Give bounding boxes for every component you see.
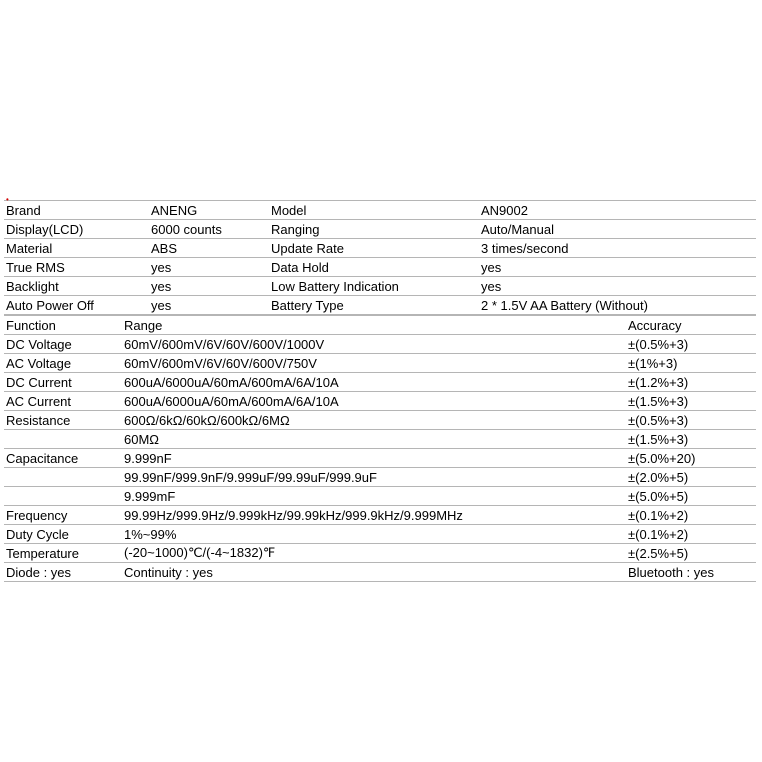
func: Temperature [4, 544, 122, 563]
accuracy: ±(5.0%+5) [626, 487, 756, 506]
range: 600uA/6000uA/60mA/600mA/6A/10A [122, 392, 626, 411]
table-row: MaterialABSUpdate Rate3 times/second [4, 239, 756, 258]
table-row: AC Voltage60mV/600mV/6V/60V/600V/750V±(1… [4, 354, 756, 373]
label: True RMS [4, 258, 149, 277]
value: yes [149, 258, 269, 277]
table-row: AC Current600uA/6000uA/60mA/600mA/6A/10A… [4, 392, 756, 411]
accuracy: ±(5.0%+20) [626, 449, 756, 468]
label: Update Rate [269, 239, 479, 258]
accuracy: ±(1.5%+3) [626, 430, 756, 449]
value: ANENG [149, 201, 269, 220]
label: Low Battery Indication [269, 277, 479, 296]
accuracy: ±(0.5%+3) [626, 411, 756, 430]
table-row: Capacitance9.999nF±(5.0%+20) [4, 449, 756, 468]
range: 9.999nF [122, 449, 626, 468]
table-row: True RMSyesData Holdyes [4, 258, 756, 277]
table-row: Frequency99.99Hz/999.9Hz/9.999kHz/99.99k… [4, 506, 756, 525]
label: Battery Type [269, 296, 479, 315]
value: AN9002 [479, 201, 756, 220]
func: AC Voltage [4, 354, 122, 373]
accuracy: ±(1%+3) [626, 354, 756, 373]
func: Resistance [4, 411, 122, 430]
value: Auto/Manual [479, 220, 756, 239]
footer-cell: Continuity : yes [122, 563, 626, 582]
value: 6000 counts [149, 220, 269, 239]
label: Ranging [269, 220, 479, 239]
col-range: Range [122, 316, 626, 335]
label: Brand [4, 201, 149, 220]
label: Model [269, 201, 479, 220]
label: Data Hold [269, 258, 479, 277]
func: Duty Cycle [4, 525, 122, 544]
func: DC Voltage [4, 335, 122, 354]
table-footer-row: Diode : yesContinuity : yesBluetooth : y… [4, 563, 756, 582]
table-header-row: FunctionRangeAccuracy [4, 316, 756, 335]
value: yes [479, 277, 756, 296]
label: Auto Power Off [4, 296, 149, 315]
value: yes [479, 258, 756, 277]
func [4, 430, 122, 449]
bullet-marker: • [6, 195, 9, 204]
label: Display(LCD) [4, 220, 149, 239]
accuracy: ±(0.1%+2) [626, 525, 756, 544]
table-row: BacklightyesLow Battery Indicationyes [4, 277, 756, 296]
func: Frequency [4, 506, 122, 525]
range: (-20~1000)℃/(-4~1832)℉ [122, 544, 626, 563]
range: 60mV/600mV/6V/60V/600V/1000V [122, 335, 626, 354]
value: 3 times/second [479, 239, 756, 258]
func: AC Current [4, 392, 122, 411]
accuracy: ±(0.5%+3) [626, 335, 756, 354]
footer-cell: Diode : yes [4, 563, 122, 582]
accuracy: ±(2.5%+5) [626, 544, 756, 563]
info-table: BrandANENGModelAN9002 Display(LCD)6000 c… [4, 200, 756, 315]
range: 99.99Hz/999.9Hz/9.999kHz/99.99kHz/999.9k… [122, 506, 626, 525]
col-function: Function [4, 316, 122, 335]
table-row: 60MΩ±(1.5%+3) [4, 430, 756, 449]
range: 60MΩ [122, 430, 626, 449]
label: Material [4, 239, 149, 258]
value: ABS [149, 239, 269, 258]
range: 1%~99% [122, 525, 626, 544]
spec-table: FunctionRangeAccuracy DC Voltage60mV/600… [4, 315, 756, 582]
value: 2 * 1.5V AA Battery (Without) [479, 296, 756, 315]
range: 600uA/6000uA/60mA/600mA/6A/10A [122, 373, 626, 392]
table-row: BrandANENGModelAN9002 [4, 201, 756, 220]
func [4, 487, 122, 506]
table-row: 9.999mF±(5.0%+5) [4, 487, 756, 506]
range: 99.99nF/999.9nF/9.999uF/99.99uF/999.9uF [122, 468, 626, 487]
table-row: Temperature(-20~1000)℃/(-4~1832)℉±(2.5%+… [4, 544, 756, 563]
table-row: Resistance600Ω/6kΩ/60kΩ/600kΩ/6MΩ±(0.5%+… [4, 411, 756, 430]
label: Backlight [4, 277, 149, 296]
accuracy: ±(0.1%+2) [626, 506, 756, 525]
table-row: 99.99nF/999.9nF/9.999uF/99.99uF/999.9uF±… [4, 468, 756, 487]
func: Capacitance [4, 449, 122, 468]
accuracy: ±(1.5%+3) [626, 392, 756, 411]
table-row: Display(LCD)6000 countsRangingAuto/Manua… [4, 220, 756, 239]
table-row: Auto Power OffyesBattery Type2 * 1.5V AA… [4, 296, 756, 315]
table-row: DC Current600uA/6000uA/60mA/600mA/6A/10A… [4, 373, 756, 392]
accuracy: ±(1.2%+3) [626, 373, 756, 392]
footer-cell: Bluetooth : yes [626, 563, 756, 582]
range: 600Ω/6kΩ/60kΩ/600kΩ/6MΩ [122, 411, 626, 430]
value: yes [149, 296, 269, 315]
range: 60mV/600mV/6V/60V/600V/750V [122, 354, 626, 373]
accuracy: ±(2.0%+5) [626, 468, 756, 487]
table-row: DC Voltage60mV/600mV/6V/60V/600V/1000V±(… [4, 335, 756, 354]
table-row: Duty Cycle1%~99%±(0.1%+2) [4, 525, 756, 544]
col-accuracy: Accuracy [626, 316, 756, 335]
value: yes [149, 277, 269, 296]
func [4, 468, 122, 487]
func: DC Current [4, 373, 122, 392]
range: 9.999mF [122, 487, 626, 506]
